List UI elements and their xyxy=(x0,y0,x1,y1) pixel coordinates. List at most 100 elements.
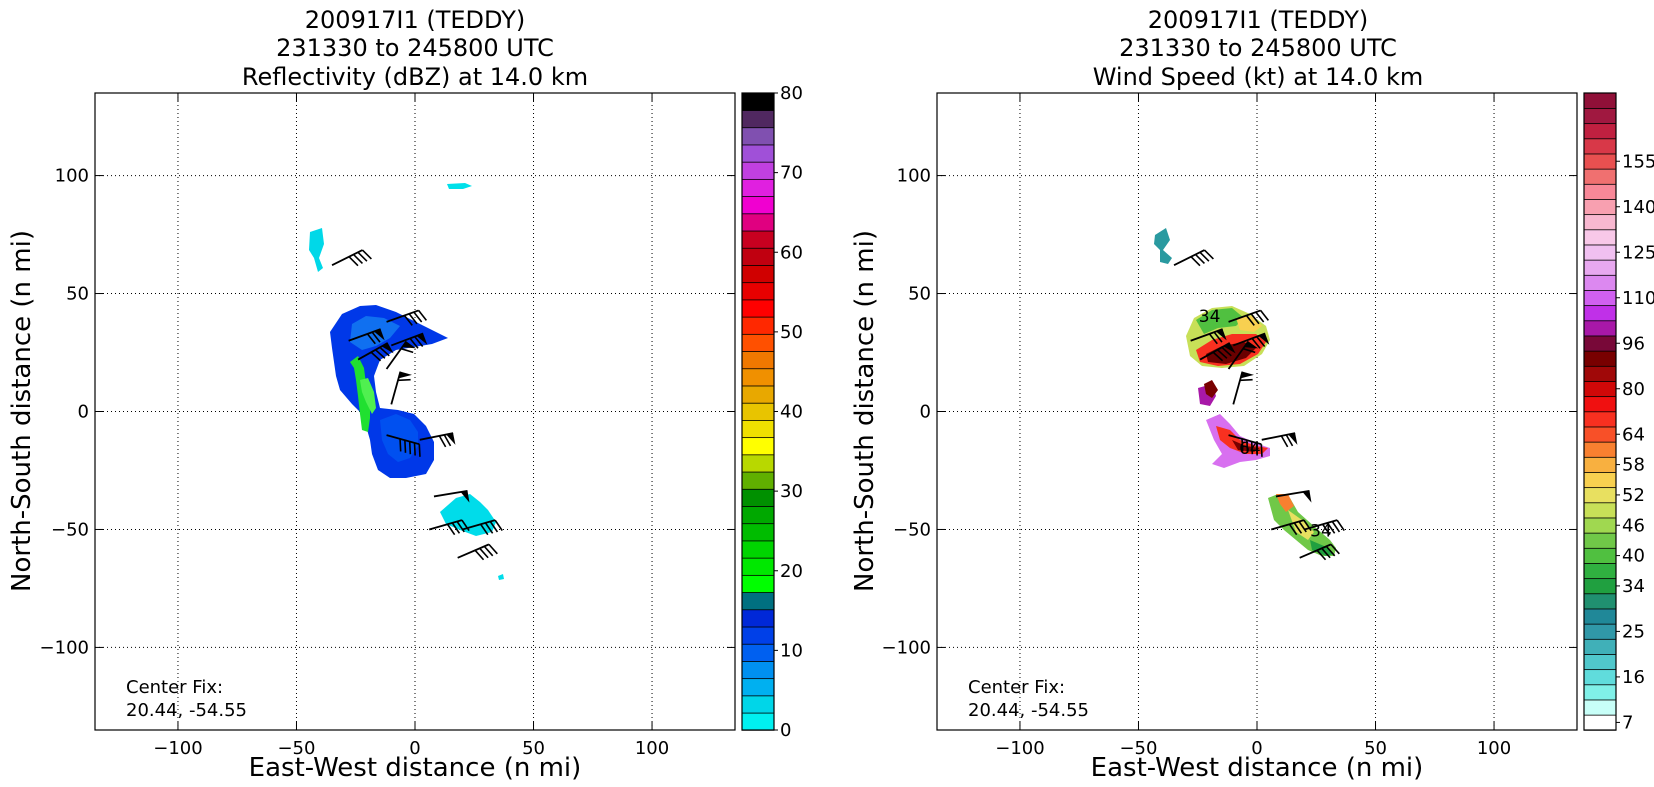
colorbar-tick-label: 10 xyxy=(780,640,803,661)
barb-shaft xyxy=(390,332,424,347)
colorbar-band xyxy=(1583,623,1617,640)
colorbar-band xyxy=(1583,274,1617,291)
colorbar-band xyxy=(741,712,775,731)
wind-barb xyxy=(385,340,417,370)
barb-shaft xyxy=(1173,249,1205,267)
y-axis-label: North-South distance (n mi) xyxy=(7,230,37,592)
colorbar-band xyxy=(741,643,775,662)
barb-line xyxy=(1326,522,1336,534)
barb-line xyxy=(1245,314,1255,326)
colorbar-band xyxy=(1583,638,1617,655)
colorbar-tick-label: 96 xyxy=(1622,333,1645,354)
barb-flag xyxy=(374,329,385,341)
x-axis-label: East-West distance (n mi) xyxy=(249,753,582,783)
colorbar-band xyxy=(741,144,775,163)
barb-line xyxy=(443,434,452,447)
barb-line xyxy=(417,309,428,321)
barb-line xyxy=(451,522,461,534)
colorbar-band xyxy=(741,109,775,129)
colorbar-tick-label: 80 xyxy=(1622,379,1645,400)
y-tick-label: 100 xyxy=(55,166,89,187)
contour-label: 34 xyxy=(1199,307,1221,327)
colorbar-band xyxy=(1583,517,1617,534)
colorbar-band xyxy=(741,523,775,542)
barb-line xyxy=(1336,519,1345,532)
ws-nw-cell xyxy=(1154,228,1172,264)
barb-shaft xyxy=(331,249,363,267)
colorbar-band xyxy=(741,385,775,404)
barb-line xyxy=(1213,331,1223,343)
colorbar-band xyxy=(741,230,775,249)
grid xyxy=(95,93,735,730)
colorbar-band xyxy=(741,127,775,146)
colorbar-band xyxy=(1583,684,1617,701)
echo-main-mid xyxy=(350,316,400,350)
colorbar-band xyxy=(741,333,775,352)
barb-line xyxy=(1194,253,1206,265)
barb-line xyxy=(397,378,411,382)
barb-line xyxy=(400,347,414,354)
colorbar-band xyxy=(1583,122,1617,140)
barb-line xyxy=(484,522,494,534)
wind-barb xyxy=(1190,328,1227,345)
wind-barb xyxy=(1232,332,1270,349)
colorbar-band xyxy=(1583,168,1617,185)
barb-flag xyxy=(1302,490,1312,503)
ws-mid-darkred xyxy=(1204,380,1218,398)
colorbar-band xyxy=(741,695,775,714)
colorbar-band xyxy=(741,350,775,370)
colorbar-band xyxy=(1583,668,1617,686)
colorbar-band xyxy=(741,677,775,697)
barb-shaft xyxy=(433,489,468,498)
barb-line xyxy=(348,256,359,267)
colorbar-band xyxy=(1583,502,1617,519)
ws-south-red xyxy=(1216,426,1268,454)
colorbar-tick-label: 64 xyxy=(1622,424,1645,445)
barb-flag xyxy=(381,342,394,354)
barb-line xyxy=(1203,249,1214,260)
wind-barb xyxy=(357,342,394,362)
colorbar-band xyxy=(1583,304,1617,322)
barb-line xyxy=(379,346,390,357)
barb-shaft xyxy=(1270,519,1305,531)
colorbar-tick-label: 40 xyxy=(780,402,803,423)
barb-flag xyxy=(1288,433,1298,445)
colorbar-tick-label: 50 xyxy=(780,322,803,343)
colorbar-band xyxy=(741,178,775,197)
barb-shaft xyxy=(1304,519,1338,531)
wind-barb xyxy=(1275,489,1312,503)
barb-shaft xyxy=(1232,332,1266,347)
wind-barb xyxy=(348,328,385,345)
barb-line xyxy=(1285,434,1294,447)
x-tick-label: 50 xyxy=(1364,738,1387,759)
colorbar-band xyxy=(1583,608,1617,625)
y-tick-label: −100 xyxy=(882,637,931,658)
barb-line xyxy=(488,543,498,555)
colorbar-band xyxy=(741,626,775,645)
barb-line xyxy=(1260,444,1263,457)
barb-flag xyxy=(1223,342,1236,354)
colorbar-tick-label: 140 xyxy=(1622,197,1654,218)
barb-line xyxy=(1246,440,1249,453)
contour-labels: 34 64 34 xyxy=(1199,307,1332,542)
barb-line xyxy=(1255,311,1265,323)
wind-barb xyxy=(1299,543,1340,561)
colorbar-band xyxy=(741,368,775,387)
colorbar-tick-label: 125 xyxy=(1622,242,1654,263)
barb-shaft xyxy=(1299,543,1332,559)
colorbar-band xyxy=(741,195,775,215)
barb-shaft xyxy=(462,519,496,531)
colorbar-frame xyxy=(1583,92,1617,731)
axis-ticks: −100 −50 0 50 100 −100 −50 0 50 100 xyxy=(882,93,1577,759)
barb-line xyxy=(1190,256,1201,267)
colorbar-tick-label: 25 xyxy=(1622,621,1645,642)
barb-line xyxy=(1217,349,1228,359)
y-tick-label: 0 xyxy=(78,402,89,423)
colorbar-tick-label: 20 xyxy=(780,561,803,582)
barb-line xyxy=(474,549,485,561)
colorbar-band xyxy=(741,488,775,507)
barb-flag xyxy=(446,433,456,445)
barb-line xyxy=(408,313,418,325)
colorbar-tick-label: 0 xyxy=(780,720,791,741)
